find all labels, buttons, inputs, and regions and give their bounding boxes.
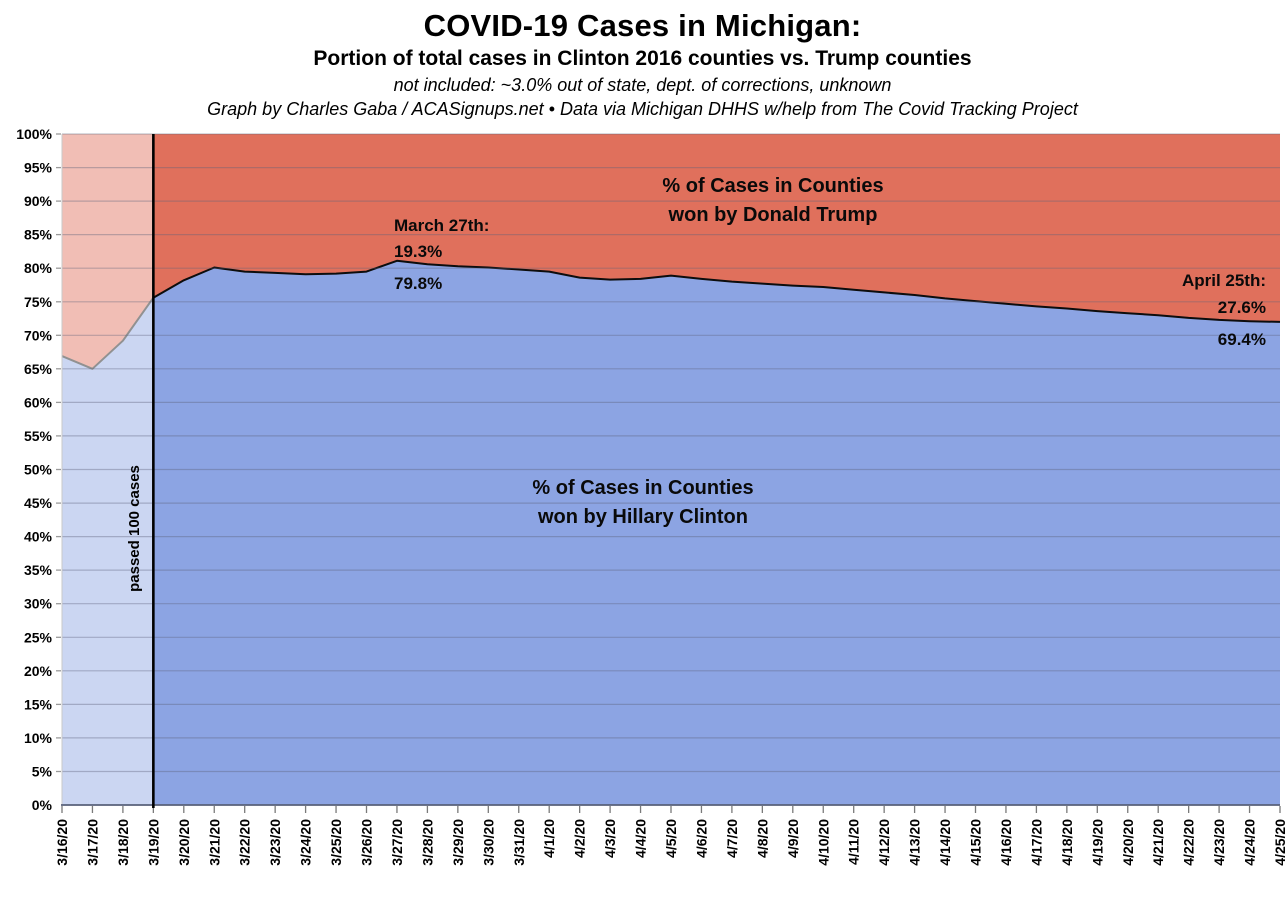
chart-subtitle: Portion of total cases in Clinton 2016 c… [313, 47, 972, 70]
x-axis-label: 3/27/20 [389, 819, 405, 866]
series-boundary-line [61, 259, 1281, 370]
y-axis-label: 45% [24, 495, 53, 511]
x-axis-label: 4/10/20 [815, 819, 831, 866]
clinton-area-label: % of Cases in Counties won by Hillary Cl… [433, 474, 853, 532]
chart-credit: Graph by Charles Gaba / ACASignups.net •… [207, 99, 1078, 119]
y-axis-label: 10% [24, 730, 53, 746]
y-axis-label: 95% [24, 160, 53, 176]
clinton-area-label-line2: won by Hillary Clinton [537, 506, 748, 528]
y-axis-label: 60% [24, 394, 53, 410]
x-axis-label: 3/23/20 [267, 819, 283, 866]
x-axis-label: 4/19/20 [1089, 819, 1105, 866]
x-axis-label: 4/15/20 [968, 819, 984, 866]
x-axis-label: 4/8/20 [754, 819, 770, 858]
x-axis-label: 3/20/20 [176, 819, 192, 866]
x-axis-label: 4/9/20 [785, 819, 801, 858]
april25-trump-value: 27.6% [1217, 298, 1266, 317]
y-axis-label: 20% [24, 663, 53, 679]
y-axis-label: 90% [24, 193, 53, 209]
y-axis-label: 25% [24, 629, 53, 645]
x-axis-label: 3/29/20 [450, 819, 466, 866]
x-axis-label: 3/21/20 [206, 819, 222, 866]
y-axis-label: 100% [16, 126, 52, 142]
trump-area-label: % of Cases in Counties won by Donald Tru… [563, 172, 983, 230]
march27-annotation-title: March 27th: [394, 216, 490, 235]
x-axis-label: 4/20/20 [1120, 819, 1136, 866]
x-axis-label: 4/25/20 [1272, 819, 1285, 866]
y-axis-label: 85% [24, 227, 53, 243]
x-axis-label: 3/17/20 [84, 819, 100, 866]
faded-region-overlay [62, 134, 154, 805]
x-axis-label: 4/3/20 [602, 819, 618, 858]
x-axis-label: 3/18/20 [115, 819, 131, 866]
march27-clinton-value: 79.8% [394, 274, 443, 293]
clinton-area-label-line1: % of Cases in Counties [532, 477, 754, 499]
x-axis-label: 4/18/20 [1059, 819, 1075, 866]
y-axis-labels: 0% 5% 10% 15% 20% 25% 30% 35% 40% 45% 50% 55% 60% 65%… [16, 126, 52, 813]
x-axis-label: 4/17/20 [1028, 819, 1044, 866]
x-axis-label: 3/22/20 [237, 819, 253, 866]
x-axis-label: 4/24/20 [1242, 819, 1258, 866]
trump-area-label-line2: won by Donald Trump [668, 204, 878, 226]
y-axis-label: 0% [32, 797, 53, 813]
x-axis-label: 4/2/20 [572, 819, 588, 858]
y-axis-label: 50% [24, 462, 53, 478]
x-axis-labels: 3/16/20 3/17/20 3/18/20 3/19/20 3/20/20 3/21/… [54, 819, 1285, 866]
x-axis-label: 4/11/20 [846, 819, 862, 865]
y-axis-ticks [56, 133, 61, 773]
clinton-area [62, 260, 1280, 805]
x-axis-label: 3/25/20 [328, 819, 344, 866]
x-axis-label: 4/14/20 [937, 819, 953, 866]
x-axis-label: 4/21/20 [1150, 819, 1166, 866]
x-axis-label: 4/1/20 [541, 819, 557, 858]
y-axis-label: 80% [24, 260, 53, 276]
y-axis-label: 5% [32, 764, 53, 780]
april25-clinton-value: 69.4% [1217, 330, 1266, 349]
x-axis-label: 3/24/20 [298, 819, 314, 866]
y-axis-label: 70% [24, 327, 53, 343]
x-axis-label: 3/16/20 [54, 819, 70, 866]
x-axis-label: 4/12/20 [876, 819, 892, 866]
y-axis-label: 15% [24, 696, 53, 712]
x-axis-label: 4/6/20 [693, 819, 709, 858]
x-axis-label: 3/30/20 [480, 819, 496, 866]
x-axis-label: 3/26/20 [359, 819, 375, 866]
april25-annotation-title: April 25th: [1181, 271, 1266, 290]
gridlines [62, 133, 1280, 773]
page-title: COVID-19 Cases in Michigan: [423, 8, 862, 43]
march27-trump-value: 19.3% [394, 242, 443, 261]
y-axis-label: 40% [24, 529, 53, 545]
passed-100-cases-label: passed 100 cases [125, 464, 143, 592]
y-axis-label: 75% [24, 294, 53, 310]
chart-note: not included: ~3.0% out of state, dept. … [393, 75, 892, 95]
x-axis-label: 4/5/20 [663, 819, 679, 858]
x-axis-label: 4/7/20 [724, 819, 740, 858]
x-axis-label: 4/23/20 [1211, 819, 1227, 866]
x-axis-label: 3/28/20 [419, 819, 435, 866]
x-axis-label: 3/19/20 [145, 819, 161, 866]
x-axis-label: 4/4/20 [633, 819, 649, 858]
y-axis-label: 35% [24, 562, 53, 578]
y-axis-label: 30% [24, 596, 53, 612]
chart-areas [62, 134, 1280, 805]
x-axis-ticks [61, 806, 1281, 813]
x-axis-label: 4/16/20 [998, 819, 1014, 866]
trump-area-label-line1: % of Cases in Counties [662, 175, 884, 197]
x-axis-label: 4/13/20 [907, 819, 923, 866]
y-axis-label: 55% [24, 428, 53, 444]
x-axis-label: 4/22/20 [1181, 819, 1197, 866]
y-axis-label: 65% [24, 361, 53, 377]
x-axis-label: 3/31/20 [511, 819, 527, 866]
trump-area [62, 134, 1280, 369]
